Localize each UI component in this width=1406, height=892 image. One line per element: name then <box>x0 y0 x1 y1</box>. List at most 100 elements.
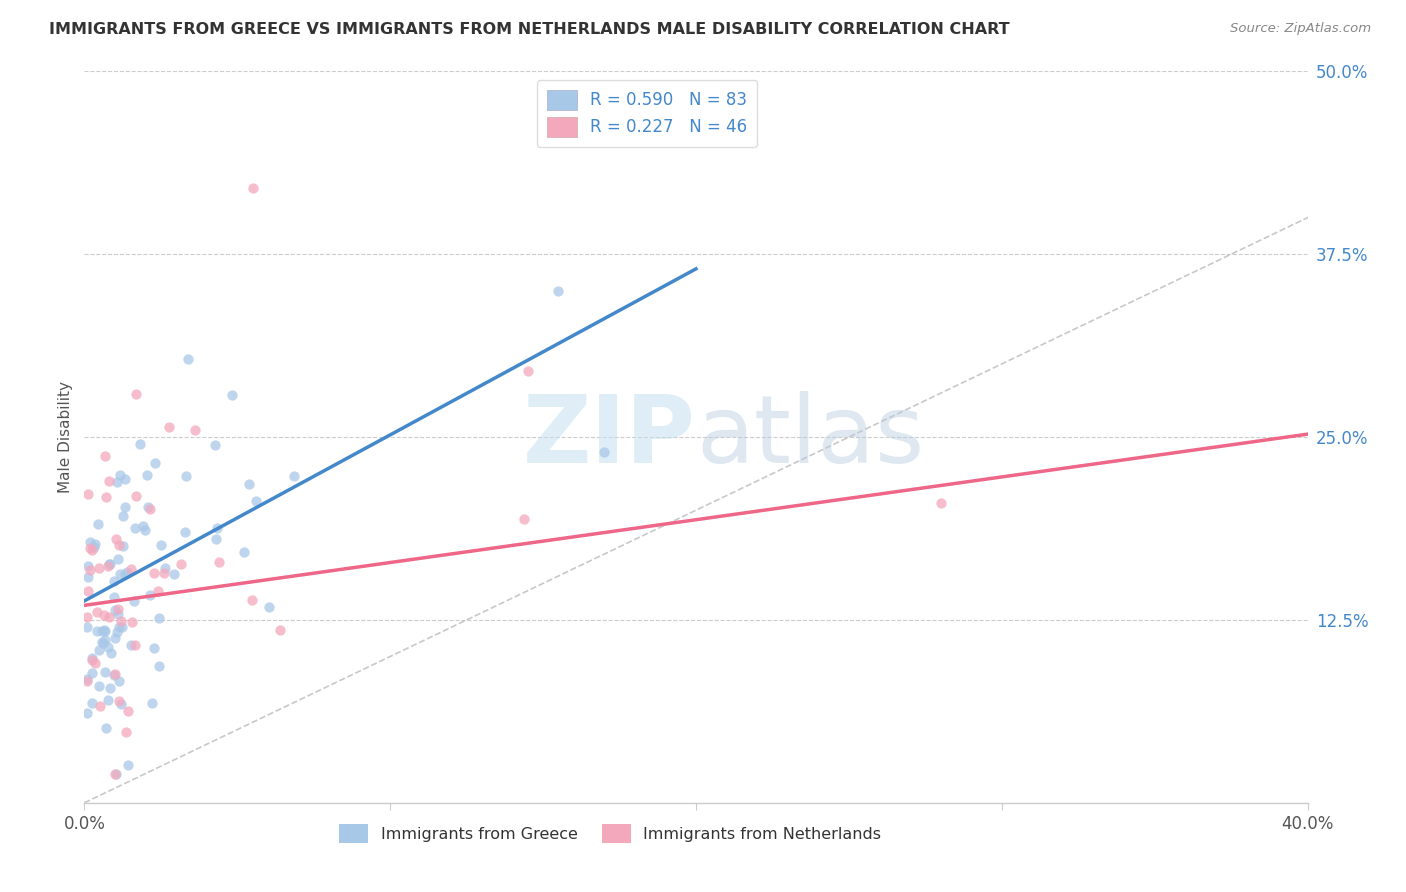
Point <box>114 472 136 486</box>
Point <box>97 693 120 707</box>
Point <box>89 561 111 575</box>
Point <box>103 574 125 589</box>
Point <box>283 469 305 483</box>
Point <box>93 665 115 679</box>
Point <box>94 490 117 504</box>
Point <box>104 602 127 616</box>
Point <box>84 536 107 550</box>
Point <box>76 674 98 689</box>
Point <box>173 525 195 540</box>
Point <box>86 517 108 532</box>
Point <box>115 565 138 579</box>
Point <box>97 474 120 488</box>
Point <box>76 487 98 501</box>
Point <box>83 541 105 555</box>
Point <box>120 561 142 575</box>
Point <box>97 609 120 624</box>
Point <box>122 594 145 608</box>
Point <box>513 512 536 526</box>
Point <box>139 588 162 602</box>
Point <box>110 615 132 629</box>
Y-axis label: Male Disability: Male Disability <box>58 381 73 493</box>
Point <box>153 566 176 581</box>
Point <box>104 766 127 780</box>
Point <box>117 704 139 718</box>
Point <box>93 624 115 638</box>
Point <box>97 559 120 574</box>
Legend: Immigrants from Greece, Immigrants from Netherlands: Immigrants from Greece, Immigrants from … <box>333 817 887 850</box>
Point <box>169 558 191 572</box>
Point <box>153 560 176 574</box>
Text: IMMIGRANTS FROM GREECE VS IMMIGRANTS FROM NETHERLANDS MALE DISABILITY CORRELATIO: IMMIGRANTS FROM GREECE VS IMMIGRANTS FRO… <box>49 22 1010 37</box>
Point <box>143 456 166 470</box>
Point <box>929 496 952 510</box>
Point <box>117 757 139 772</box>
Point <box>115 724 138 739</box>
Point <box>94 632 117 647</box>
Point <box>79 541 101 556</box>
Point <box>163 567 186 582</box>
Point <box>141 696 163 710</box>
Point <box>205 521 228 535</box>
Point <box>98 681 121 695</box>
Point <box>79 563 101 577</box>
Point <box>96 640 118 654</box>
Point <box>139 502 162 516</box>
Point <box>83 656 105 670</box>
Point <box>208 555 231 569</box>
Point <box>238 477 260 491</box>
Point <box>86 624 108 639</box>
Point <box>86 605 108 619</box>
Point <box>82 653 104 667</box>
Point <box>121 615 143 630</box>
Point <box>98 557 121 571</box>
Point <box>108 467 131 482</box>
Point <box>245 493 267 508</box>
Text: Source: ZipAtlas.com: Source: ZipAtlas.com <box>1230 22 1371 36</box>
Point <box>111 540 134 554</box>
Point <box>98 558 121 572</box>
Point <box>105 766 128 780</box>
Point <box>547 284 569 298</box>
Point <box>77 570 100 584</box>
Point <box>108 566 131 581</box>
Point <box>136 467 159 482</box>
Point <box>149 538 172 552</box>
Point <box>87 679 110 693</box>
Point <box>90 624 112 638</box>
Point <box>94 449 117 463</box>
Point <box>82 665 104 680</box>
Point <box>114 566 136 581</box>
Point <box>593 444 616 458</box>
Point <box>100 646 122 660</box>
Point <box>107 625 129 640</box>
Point <box>79 535 101 549</box>
Point <box>76 673 98 687</box>
Point <box>107 552 129 566</box>
Point <box>91 635 114 649</box>
Point <box>221 388 243 402</box>
Point <box>142 566 165 580</box>
Point <box>76 619 98 633</box>
Point <box>108 694 131 708</box>
Point <box>124 521 146 535</box>
Point <box>87 642 110 657</box>
Point <box>148 611 170 625</box>
Point <box>205 532 228 546</box>
Point <box>107 620 129 634</box>
Point <box>82 542 104 557</box>
Point <box>516 364 538 378</box>
Point <box>110 697 132 711</box>
Point <box>136 500 159 514</box>
Point <box>108 673 131 688</box>
Point <box>107 607 129 622</box>
Point <box>105 475 128 490</box>
Point <box>108 538 131 552</box>
Point <box>184 423 207 437</box>
Point <box>76 610 98 624</box>
Point <box>103 667 125 681</box>
Point <box>143 640 166 655</box>
Point <box>93 608 115 623</box>
Point <box>174 469 197 483</box>
Point <box>104 532 127 546</box>
